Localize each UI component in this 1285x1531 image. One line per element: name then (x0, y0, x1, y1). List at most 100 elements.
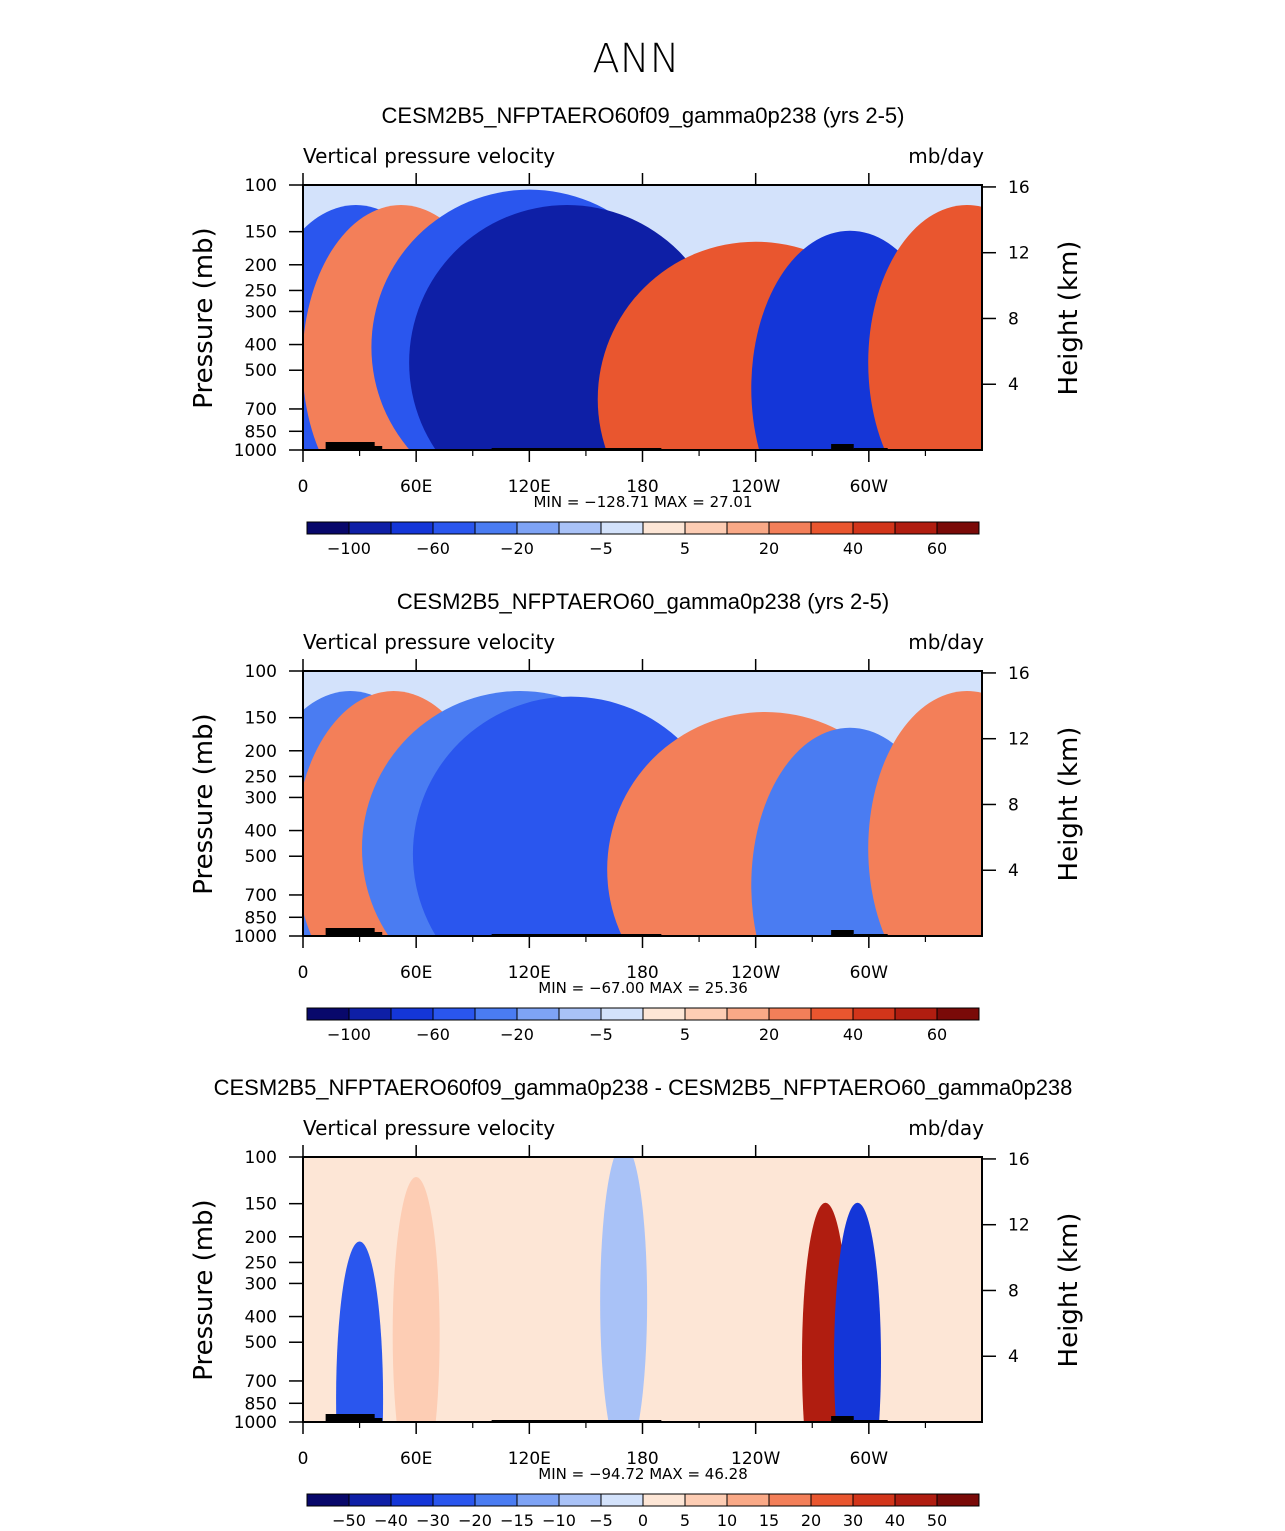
colorbar-swatch (600, 1007, 644, 1021)
y-tick-label: 400 (245, 1308, 277, 1328)
min-max-stats: MIN = −128.71 MAX = 27.01 (533, 493, 752, 511)
panel-title: CESM2B5_NFPTAERO60f09_gamma0p238 (yrs 2-… (382, 103, 905, 128)
contour-feature-3 (600, 1157, 648, 1422)
colorbar-swatch (852, 1007, 896, 1021)
y-tick-label: 1000 (234, 1413, 277, 1433)
y-tick-label: 700 (245, 1372, 277, 1392)
colorbar-swatch (768, 1493, 812, 1507)
colorbar-swatch (642, 521, 686, 535)
colorbar: −100 −60 −20 −5 5 20 40 60 (306, 521, 980, 558)
y-tick-label: 850 (245, 1394, 277, 1414)
terrain-mask (831, 930, 854, 936)
units-label: mb/day (908, 1116, 984, 1140)
colorbar-swatch (894, 521, 938, 535)
y-axis-label: Pressure (mb) (189, 227, 219, 408)
colorbar-swatch (390, 521, 434, 535)
y2-tick-label: 16 (1008, 1150, 1030, 1170)
x-tick-label: 0 (298, 1449, 309, 1469)
y-tick-label: 100 (245, 1148, 277, 1168)
y2-tick-label: 4 (1008, 861, 1019, 881)
colorbar-swatch (642, 1493, 686, 1507)
x-tick-label: 120E (508, 963, 551, 983)
contour-feature-6 (868, 691, 982, 936)
colorbar-label: 50 (927, 1511, 947, 1530)
colorbar-swatch (894, 1493, 938, 1507)
chart-panel-3: CESM2B5_NFPTAERO60f09_gamma0p238 - CESM2… (189, 1075, 1084, 1530)
y-tick-label: 700 (245, 400, 277, 420)
y2-tick-label: 12 (1008, 244, 1030, 264)
colorbar-swatch (684, 1493, 728, 1507)
x-tick-label: 60E (400, 477, 432, 497)
contour-feature-6 (868, 205, 982, 450)
left-label: Vertical pressure velocity (303, 144, 555, 168)
colorbar-label: −20 (500, 539, 534, 558)
x-tick-label: 60W (850, 963, 889, 983)
x-tick-label: 120E (508, 1449, 551, 1469)
y-tick-label: 400 (245, 822, 277, 842)
left-label: Vertical pressure velocity (303, 1116, 555, 1140)
terrain-mask (831, 1416, 854, 1422)
figure-title: ANN (592, 36, 679, 82)
colorbar: −100 −60 −20 −5 5 20 40 60 (306, 1007, 980, 1044)
y-tick-label: 200 (245, 256, 277, 276)
y-tick-label: 500 (245, 1333, 277, 1353)
colorbar-swatch (852, 521, 896, 535)
colorbar-label: 20 (759, 1025, 779, 1044)
y-tick-label: 200 (245, 1228, 277, 1248)
colorbar-label: −50 (332, 1511, 366, 1530)
y2-axis-label: Height (km) (1054, 727, 1084, 882)
y-tick-label: 300 (245, 1274, 277, 1294)
colorbar-label: 5 (680, 1511, 690, 1530)
colorbar-swatch (726, 1493, 770, 1507)
y-tick-label: 200 (245, 742, 277, 762)
y2-tick-label: 8 (1008, 795, 1019, 815)
colorbar-swatch (558, 1493, 602, 1507)
chart-panel-1: CESM2B5_NFPTAERO60f09_gamma0p238 (yrs 2-… (189, 103, 1084, 558)
chart-panel-2: CESM2B5_NFPTAERO60_gamma0p238 (yrs 2-5) V… (189, 589, 1084, 1044)
colorbar-label: −10 (542, 1511, 576, 1530)
units-label: mb/day (908, 630, 984, 654)
colorbar-swatch (726, 1007, 770, 1021)
min-max-stats: MIN = −67.00 MAX = 25.36 (538, 979, 748, 997)
colorbar-swatch (516, 1493, 560, 1507)
colorbar-label: −5 (589, 539, 613, 558)
colorbar-swatch (936, 1493, 980, 1507)
x-tick-label: 60W (850, 477, 889, 497)
colorbar-label: 40 (885, 1511, 905, 1530)
colorbar-swatch (558, 521, 602, 535)
colorbar-swatch (726, 521, 770, 535)
y-tick-label: 700 (245, 886, 277, 906)
y-tick-label: 1000 (234, 927, 277, 947)
colorbar-swatch (348, 1493, 392, 1507)
x-tick-label: 120W (731, 1449, 780, 1469)
colorbar-swatch (390, 1493, 434, 1507)
colorbar-label: −5 (589, 1511, 613, 1530)
colorbar-label: 20 (759, 539, 779, 558)
colorbar-label: 40 (843, 539, 863, 558)
colorbar-swatch (306, 1493, 350, 1507)
colorbar-swatch (600, 1493, 644, 1507)
y2-tick-label: 4 (1008, 375, 1019, 395)
x-tick-label: 120W (731, 477, 780, 497)
colorbar-swatch (558, 1007, 602, 1021)
terrain-mask (369, 932, 383, 936)
terrain-mask (369, 1418, 383, 1422)
colorbar-swatch (432, 1493, 476, 1507)
left-label: Vertical pressure velocity (303, 630, 555, 654)
colorbar-swatch (306, 521, 350, 535)
terrain-mask (831, 444, 854, 450)
y2-tick-label: 8 (1008, 1281, 1019, 1301)
colorbar-swatch (642, 1007, 686, 1021)
panel-title: CESM2B5_NFPTAERO60f09_gamma0p238 - CESM2… (214, 1075, 1073, 1100)
terrain-mask (325, 442, 375, 450)
colorbar-label: 10 (717, 1511, 737, 1530)
colorbar-label: −15 (500, 1511, 534, 1530)
y-tick-label: 500 (245, 847, 277, 867)
colorbar-label: −40 (374, 1511, 408, 1530)
y-tick-label: 150 (245, 1195, 277, 1215)
x-tick-label: 180 (626, 963, 658, 983)
colorbar-label: 60 (927, 539, 947, 558)
y-tick-label: 100 (245, 176, 277, 196)
colorbar-swatch (306, 1007, 350, 1021)
x-tick-label: 0 (298, 477, 309, 497)
